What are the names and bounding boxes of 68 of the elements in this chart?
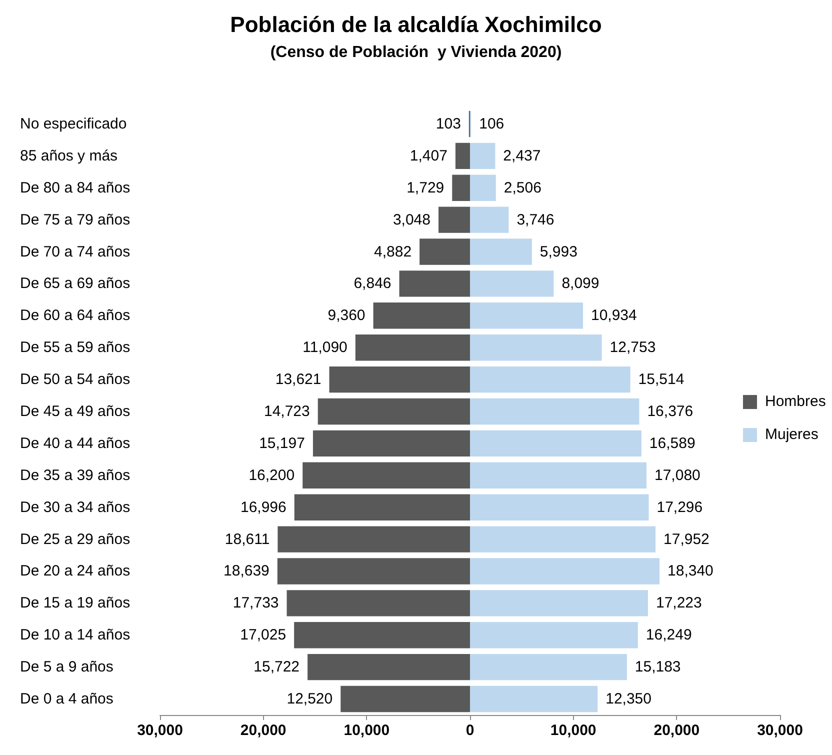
data-label: 2,506 — [504, 179, 542, 196]
data-label: 17,025 — [240, 626, 286, 644]
x-tick-label: 20,000 — [240, 722, 286, 739]
data-label: 103 — [436, 115, 461, 132]
y-tick-label: De 10 a 14 años — [20, 626, 130, 644]
chart-title: Población de la alcaldía Xochimilco — [229, 12, 603, 38]
data-label: 11,090 — [302, 339, 348, 356]
data-label: 14,723 — [264, 403, 310, 420]
data-label: 18,639 — [224, 562, 270, 580]
data-label: 12,350 — [606, 690, 652, 708]
data-label: 1,729 — [406, 179, 444, 196]
y-tick-label: De 55 a 59 años — [20, 339, 130, 356]
data-label: 16,996 — [240, 498, 286, 516]
data-label: 15,722 — [254, 658, 300, 676]
data-label: 3,048 — [392, 211, 431, 228]
y-tick-label: No especificado — [20, 115, 127, 132]
data-label: 4,882 — [374, 243, 412, 260]
data-label: 5,993 — [540, 243, 578, 260]
data-label: 6,846 — [354, 275, 392, 292]
data-label: 17,733 — [232, 594, 279, 612]
x-tick-label: 30,000 — [137, 722, 183, 739]
y-tick-label: De 80 a 84 años — [20, 179, 130, 196]
data-label: 17,296 — [656, 498, 703, 516]
data-label: 18,340 — [668, 562, 714, 580]
data-label: 10,934 — [590, 307, 637, 324]
x-tick-label: 10,000 — [550, 722, 596, 739]
y-tick-label: De 30 a 34 años — [20, 498, 130, 516]
y-tick-label: De 50 a 54 años — [20, 371, 130, 388]
data-label: 17,080 — [654, 466, 700, 484]
data-label: 17,223 — [656, 594, 702, 612]
data-label: 9,360 — [328, 307, 366, 324]
data-label: 16,376 — [647, 403, 694, 420]
x-tick-label: 10,000 — [344, 722, 390, 739]
data-label: 16,589 — [649, 434, 696, 452]
data-label: 16,200 — [248, 466, 295, 484]
data-label: 15,197 — [259, 434, 305, 452]
data-label: 12,520 — [286, 690, 333, 708]
y-tick-label: De 20 a 24 años — [20, 562, 130, 580]
data-label: 15,183 — [634, 658, 681, 676]
data-label: 12,753 — [610, 339, 656, 356]
data-label: 3,746 — [516, 211, 554, 228]
legend-label: Mujeres — [765, 426, 818, 443]
y-tick-label: De 25 a 29 años — [20, 530, 130, 548]
chart-subtitle: (Censo de Población y Vivienda 2020) — [269, 44, 563, 62]
data-label: 16,249 — [646, 626, 692, 644]
data-label: 2,437 — [503, 147, 541, 164]
y-tick-label: De 15 a 19 años — [20, 594, 130, 612]
y-tick-label: De 45 a 49 años — [20, 403, 130, 420]
data-label: 106 — [479, 115, 504, 132]
y-tick-label: De 65 a 69 años — [20, 275, 130, 292]
y-tick-label: De 70 a 74 años — [20, 243, 130, 260]
y-tick-label: De 0 a 4 años — [20, 690, 114, 708]
y-tick-label: De 35 a 39 años — [20, 466, 130, 484]
y-tick-label: De 5 a 9 años — [20, 658, 114, 676]
data-label: 17,952 — [664, 530, 710, 548]
data-label: 18,611 — [224, 530, 270, 548]
data-label: 15,514 — [638, 371, 684, 388]
y-tick-label: De 60 a 64 años — [20, 307, 130, 324]
x-tick-label: 30,000 — [757, 722, 803, 739]
y-tick-label: 85 años y más — [20, 147, 118, 164]
y-tick-label: De 75 a 79 años — [20, 211, 130, 228]
legend-label: Hombres — [765, 393, 826, 410]
data-label: 1,407 — [410, 147, 448, 164]
x-tick-label: 20,000 — [654, 722, 700, 739]
x-tick-label: 0 — [466, 722, 474, 739]
y-tick-label: De 40 a 44 años — [20, 434, 130, 452]
data-label: 13,621 — [275, 371, 322, 388]
data-label: 8,099 — [562, 275, 600, 292]
